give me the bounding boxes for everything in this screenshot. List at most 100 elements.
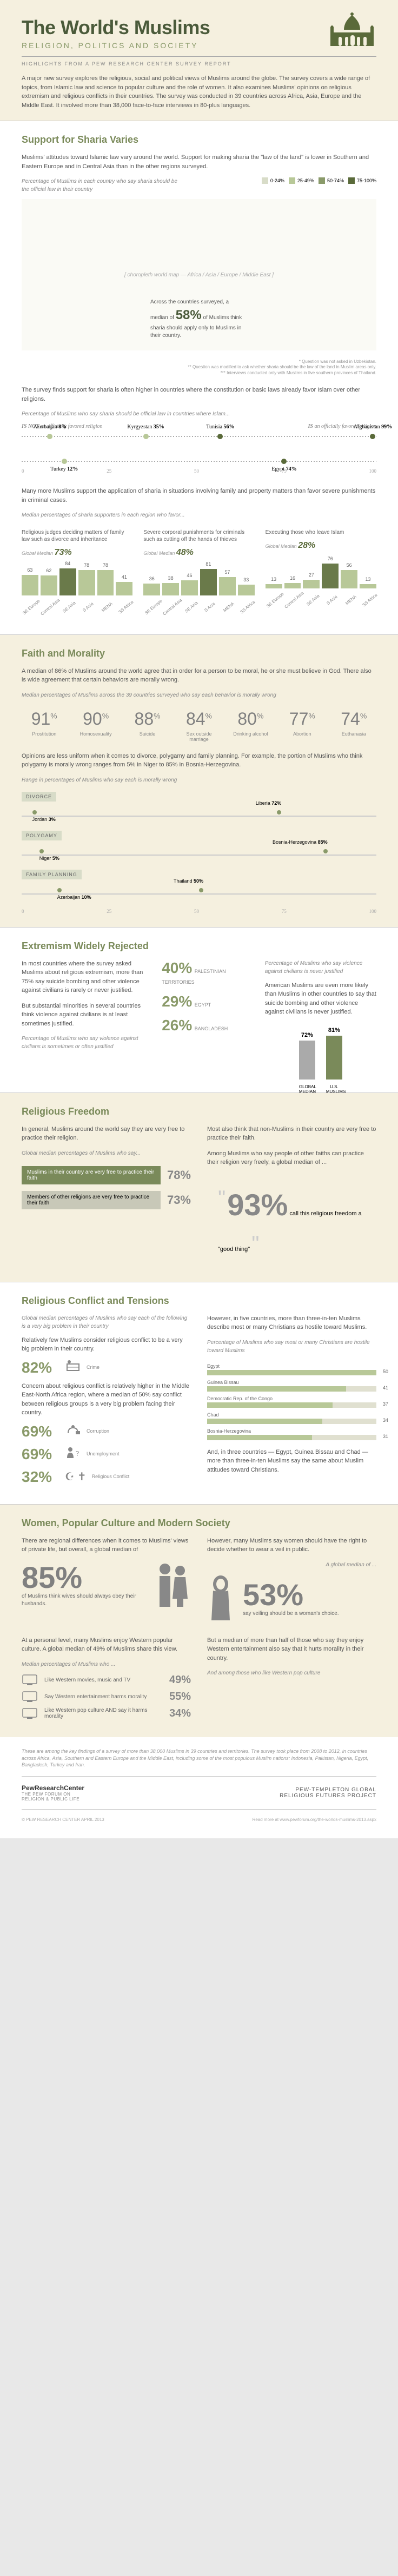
faith-note2: Range in percentages of Muslims who say …	[22, 776, 376, 784]
conflict-note1: Global median percentages of Muslims who…	[22, 1314, 191, 1330]
copyright: © PEW RESEARCH CENTER APRIL 2013	[22, 1817, 104, 1822]
dot-label: Azerbaijan 8%	[34, 424, 67, 430]
section-faith: Faith and Morality A median of 86% of Mu…	[0, 634, 398, 927]
freedom-quote: " 93% call this religious freedom a "goo…	[207, 1174, 376, 1269]
vbar: 81%U.S. MUSLIMS	[326, 1036, 342, 1080]
freedom-p2: Most also think that non-Muslims in thei…	[207, 1125, 376, 1143]
sharia-three-columns: Religious judges deciding matters of fam…	[22, 529, 376, 612]
women-note3: Median percentages of Muslims who ...	[22, 1660, 191, 1668]
extremism-bar-chart: 72%GLOBAL MEDIAN 81%U.S. MUSLIMS	[265, 1025, 376, 1080]
freedom-rows: Muslims in their country are very free t…	[22, 1163, 191, 1209]
dot-marker	[217, 434, 223, 439]
range-block: FAMILY PLANNING Azerbaijan 10% Thailand …	[22, 870, 376, 901]
faith-p1: A median of 86% of Muslims around the wo…	[22, 667, 376, 685]
dot-marker	[281, 459, 287, 464]
sharia-column: Severe corporal punishments for criminal…	[143, 529, 254, 612]
women-media-row: Like Western movies, music and TV49%	[22, 1674, 191, 1686]
women-big2: 53%	[243, 1580, 339, 1610]
sharia-p1: Muslims' attitudes toward Islamic law va…	[22, 153, 376, 171]
page-subtitle: RELIGION, POLITICS AND SOCIETY	[22, 41, 376, 50]
ext-note1: Percentage of Muslims who say violence a…	[22, 1035, 145, 1051]
sharia-note1: Percentage of Muslims in each country wh…	[22, 177, 184, 194]
world-map: [ choropleth world map — Africa / Asia /…	[22, 199, 376, 350]
dot-label: Afghanistan 99%	[354, 424, 392, 430]
extremism-country: 29% EGYPT	[162, 993, 248, 1010]
freedom-p1: In general, Muslims around the world say…	[22, 1125, 191, 1143]
unemp-icon: ?	[65, 1446, 81, 1462]
ext-p3: American Muslims are even more likely th…	[265, 981, 376, 1017]
conflict-bar: Bosnia-Herzegovina31	[207, 1428, 376, 1440]
section-title: Support for Sharia Varies	[22, 134, 376, 145]
footer-about: These are among the key findings of a su…	[22, 1748, 376, 1769]
ext-p2: But substantial minorities in several co…	[22, 1002, 145, 1029]
extremism-low-countries: 40% PALESTINIAN TERRITORIES 29% EGYPT 26% …	[162, 959, 248, 1034]
women-media-rows: Like Western movies, music and TV49%Say …	[22, 1674, 191, 1720]
faith-item: 84%Sex outside marriage	[176, 709, 221, 742]
header: The World's Muslims RELIGION, POLITICS A…	[0, 0, 398, 121]
conflict-bar: Guinea Bissau41	[207, 1380, 376, 1392]
intro-text: A major new survey explores the religiou…	[22, 74, 376, 110]
faith-note1: Median percentages of Muslims across the…	[22, 691, 376, 699]
conflict-note2: Percentage of Muslims who say most or ma…	[207, 1339, 376, 1355]
page-title: The World's Muslims	[22, 16, 376, 39]
legend-item: 0-24%	[262, 177, 284, 184]
extremism-country: 26% BANGLADESH	[162, 1017, 248, 1034]
dot-label: Turkey 12%	[50, 466, 78, 472]
section-title: Faith and Morality	[22, 648, 376, 659]
faith-percentages: 91%Prostitution90%Homosexuality88%Suicid…	[22, 709, 376, 742]
conflict-bar: Democratic Rep. of the Congo37	[207, 1396, 376, 1408]
section-women: Women, Popular Culture and Modern Societ…	[0, 1504, 398, 1737]
dot-marker	[47, 434, 52, 439]
highlights-label: HIGHLIGHTS FROM A PEW RESEARCH CENTER SU…	[22, 61, 376, 67]
map-caption: Across the countries surveyed, a median …	[150, 299, 248, 340]
women-big1: 85%	[22, 1562, 144, 1593]
freedom-row: Muslims in their country are very free t…	[22, 1163, 191, 1188]
section-title: Religious Conflict and Tensions	[22, 1295, 376, 1307]
conflict-bar: Chad34	[207, 1412, 376, 1424]
dotline-header: IS NOT IS NOT an officially favored reli…	[22, 423, 376, 429]
vbar: 72%GLOBAL MEDIAN	[299, 1041, 315, 1080]
section-title: Extremism Widely Rejected	[22, 941, 376, 952]
women-after2: say veiling should be a woman's choice.	[243, 1610, 339, 1618]
footer: These are among the key findings of a su…	[0, 1737, 398, 1838]
dot-marker	[62, 459, 67, 464]
women-p4: But a median of more than half of those …	[207, 1636, 376, 1663]
conflict-p3: And, in three countries — Egypt, Guinea …	[207, 1448, 376, 1475]
section-title: Religious Freedom	[22, 1106, 376, 1117]
range-block: POLYGAMY Niger 5% Bosnia-Herzegovina 85%	[22, 831, 376, 862]
dot-label: Tunisia 56%	[206, 424, 234, 430]
faith-item: 74%Euthanasia	[331, 709, 376, 742]
ext-right-note: Percentage of Muslims who say violence a…	[265, 959, 376, 976]
range-block: DIVORCE Jordan 3% Liberia 72%	[22, 792, 376, 823]
faith-item: 77%Abortion	[280, 709, 324, 742]
dotline-bottom: Turkey 12%Egypt 74%	[22, 461, 376, 462]
map-legend: 0-24%25-49%50-74%75-100%	[262, 177, 376, 184]
extremism-country: 40% PALESTINIAN TERRITORIES	[162, 959, 248, 986]
women-p2: However, many Muslims say women should h…	[207, 1537, 376, 1554]
sharia-note3: Median percentages of sharia supporters …	[22, 511, 376, 519]
faith-p2: Opinions are less uniform when it comes …	[22, 752, 376, 770]
corrupt-icon	[65, 1423, 81, 1439]
women-media-row: Like Western pop culture AND say it harm…	[22, 1707, 191, 1720]
faith-item: 91%Prostitution	[22, 709, 67, 742]
women-pre2: A global median of ...	[207, 1561, 376, 1569]
women-p1: There are regional differences when it c…	[22, 1537, 191, 1554]
faith-item: 88%Suicide	[125, 709, 170, 742]
section-conflict: Religious Conflict and Tensions Global m…	[0, 1282, 398, 1504]
veiled-woman-icon	[207, 1574, 234, 1623]
freedom-p3: Among Muslims who say people of other fa…	[207, 1149, 376, 1167]
faith-ranges: DIVORCE Jordan 3% Liberia 72% POLYGAMY N…	[22, 792, 376, 901]
logo-pew: PewResearchCenter THE PEW FORUM ON RELIG…	[22, 1784, 87, 1802]
dot-label: Egypt 74%	[271, 466, 296, 472]
sharia-p3: Many more Muslims support the applicatio…	[22, 487, 376, 505]
section-extremism: Extremism Widely Rejected In most countr…	[0, 927, 398, 1092]
women-note4: And among those who like Western pop cul…	[207, 1669, 376, 1677]
sharia-column: Religious judges deciding matters of fam…	[22, 529, 132, 612]
conflict-icon-rows: Relatively few Muslims consider religiou…	[22, 1336, 191, 1486]
couple-icon	[153, 1561, 191, 1610]
logo-templeton: PEW-TEMPLETON GLOBAL RELIGIOUS FUTURES P…	[268, 1787, 376, 1799]
dot-marker	[370, 434, 375, 439]
conflict-bar: Egypt50	[207, 1363, 376, 1375]
svg-text:?: ?	[76, 1450, 79, 1458]
faith-item: 90%Homosexuality	[73, 709, 118, 742]
